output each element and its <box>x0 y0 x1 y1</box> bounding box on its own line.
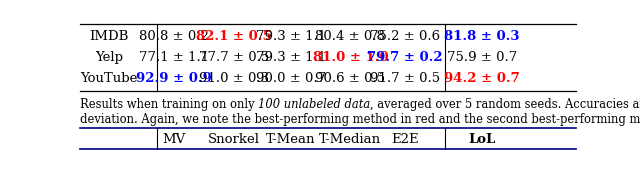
Text: 91.0 ± 0.3: 91.0 ± 0.3 <box>198 72 269 85</box>
Text: 77.7 ± 0.5: 77.7 ± 0.5 <box>198 51 269 64</box>
Text: 75.2 ± 0.6: 75.2 ± 0.6 <box>370 30 440 43</box>
Text: 79.3 ± 1.1: 79.3 ± 1.1 <box>255 51 326 64</box>
Text: Snorkel: Snorkel <box>208 133 260 146</box>
Text: 90.0 ± 0.7: 90.0 ± 0.7 <box>256 72 326 85</box>
Text: YouTube: YouTube <box>80 72 138 85</box>
Text: 91.7 ± 0.5: 91.7 ± 0.5 <box>370 72 440 85</box>
Text: IMDB: IMDB <box>89 30 129 43</box>
Text: T-Median: T-Median <box>319 133 381 146</box>
Text: T-Mean: T-Mean <box>266 133 316 146</box>
Text: 80.8 ± 0.2: 80.8 ± 0.2 <box>140 30 209 43</box>
Text: , averaged over 5 random seeds. Accuracies are reported: , averaged over 5 random seeds. Accuraci… <box>371 98 640 111</box>
Text: E2E: E2E <box>391 133 419 146</box>
Text: 94.2 ± 0.7: 94.2 ± 0.7 <box>444 72 520 85</box>
Text: deviation. Again, we note the best-performing method in red and the second best-: deviation. Again, we note the best-perfo… <box>80 113 640 126</box>
Text: 82.1 ± 0.5: 82.1 ± 0.5 <box>196 30 271 43</box>
Text: 81.8 ± 0.3: 81.8 ± 0.3 <box>444 30 520 43</box>
Text: 100 unlabeled data: 100 unlabeled data <box>259 98 371 111</box>
Text: Yelp: Yelp <box>95 51 123 64</box>
Text: 92.9 ± 0.9: 92.9 ± 0.9 <box>136 72 212 85</box>
Text: 90.6 ± 0.5: 90.6 ± 0.5 <box>316 72 385 85</box>
Text: 77.1 ± 1.1: 77.1 ± 1.1 <box>139 51 209 64</box>
Text: 81.0 ± 1.0: 81.0 ± 1.0 <box>312 51 388 64</box>
Text: 79.7 ± 0.2: 79.7 ± 0.2 <box>367 51 443 64</box>
Text: MV: MV <box>163 133 186 146</box>
Text: 75.9 ± 0.7: 75.9 ± 0.7 <box>447 51 517 64</box>
Text: LoL: LoL <box>468 133 495 146</box>
Text: 79.3 ± 1.1: 79.3 ± 1.1 <box>255 30 326 43</box>
Text: 80.4 ± 0.8: 80.4 ± 0.8 <box>316 30 385 43</box>
Text: Results when training on only: Results when training on only <box>80 98 259 111</box>
